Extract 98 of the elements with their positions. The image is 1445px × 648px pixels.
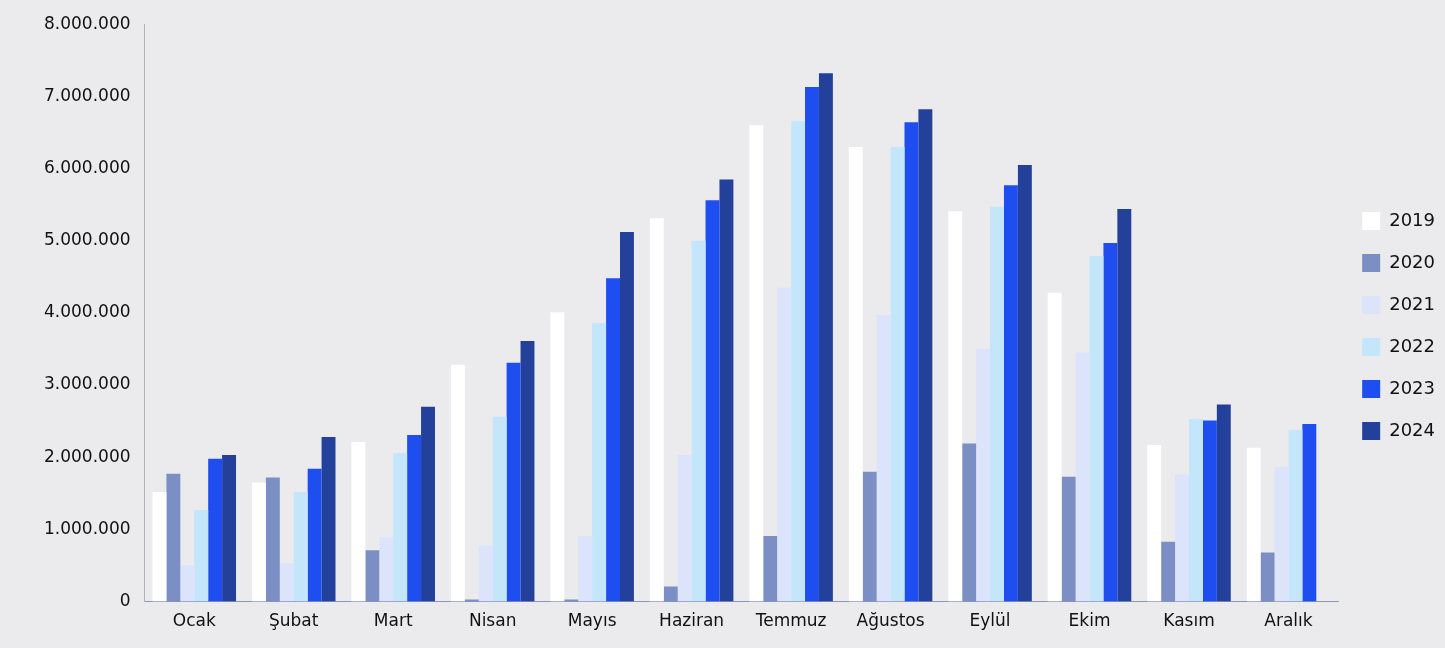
bar: [1188, 419, 1203, 602]
bar: [918, 109, 933, 602]
bar: [805, 86, 819, 602]
bar: [279, 563, 294, 602]
bar: [166, 473, 181, 602]
bar: [691, 240, 706, 602]
bar: [321, 437, 336, 602]
bar: [876, 315, 891, 602]
legend-label: 2022: [1389, 334, 1435, 356]
bar: [1202, 420, 1217, 602]
bar: [351, 442, 366, 602]
bar: [1260, 552, 1275, 602]
bar: [1075, 352, 1090, 602]
bar: [450, 364, 465, 602]
bar: [1288, 429, 1303, 602]
bar: [990, 206, 1004, 602]
bar: [705, 200, 720, 602]
bar: [818, 73, 833, 602]
bar: [152, 491, 167, 602]
x-tick-label: Ağustos: [856, 610, 925, 631]
y-tick-label: 0: [119, 590, 131, 611]
x-tick-label: Şubat: [269, 610, 319, 631]
x-tick-label: Eylül: [969, 610, 1011, 631]
bar: [976, 348, 991, 602]
legend-label: 2023: [1389, 376, 1435, 398]
bar: [791, 120, 806, 602]
y-tick-label: 2.000.000: [43, 445, 131, 466]
bar: [962, 443, 977, 602]
bar: [1216, 404, 1231, 602]
bar: [365, 550, 380, 602]
bar: [1302, 424, 1317, 602]
bar: [862, 471, 877, 602]
bar: [649, 218, 664, 602]
bar: [1017, 164, 1032, 602]
bar: [1246, 447, 1261, 602]
bar: [478, 545, 493, 602]
bar: [194, 509, 209, 602]
bar: [208, 458, 223, 602]
y-tick-label: 7.000.000: [43, 84, 131, 105]
bar: [663, 586, 678, 602]
legend-label: 2019: [1389, 208, 1435, 230]
bar: [393, 452, 408, 602]
x-tick-label: Mart: [373, 610, 413, 631]
legend-label: 2021: [1389, 292, 1435, 314]
bar: [307, 468, 322, 602]
bar: [777, 287, 792, 602]
x-tick-label: Kasım: [1163, 610, 1215, 631]
bar: [421, 406, 435, 602]
bar: [265, 477, 280, 602]
bar: [222, 455, 237, 602]
bar: [606, 278, 620, 602]
bar: [719, 179, 734, 602]
x-tick-label: Aralık: [1264, 610, 1313, 631]
x-tick-label: Ocak: [172, 610, 216, 631]
bar: [379, 537, 394, 602]
bar: [407, 434, 422, 602]
bar: [578, 535, 593, 602]
bar: [1117, 208, 1132, 602]
x-tick-label: Temmuz: [754, 610, 827, 631]
bar: [763, 535, 778, 602]
bar: [1161, 541, 1176, 602]
legend-label: 2024: [1389, 418, 1435, 440]
bar: [492, 416, 507, 602]
y-tick-label: 1.000.000: [43, 517, 131, 538]
bar: [251, 482, 266, 602]
bar: [506, 362, 521, 602]
bar: [749, 125, 764, 602]
bar: [620, 232, 634, 602]
bar: [1175, 474, 1189, 602]
bar: [564, 599, 579, 602]
bar: [1003, 185, 1018, 602]
bar: [1103, 242, 1118, 602]
y-tick-label: 8.000.000: [43, 12, 131, 33]
bar: [1274, 466, 1289, 602]
bar: [1147, 444, 1162, 602]
bar: [550, 312, 565, 602]
bar: [464, 599, 479, 602]
x-tick-label: Haziran: [659, 610, 725, 631]
bar: [948, 211, 963, 602]
x-tick-label: Ekim: [1068, 610, 1111, 631]
bar: [677, 455, 692, 602]
bar: [1061, 476, 1076, 602]
y-tick-label: 3.000.000: [43, 373, 131, 394]
y-tick-label: 5.000.000: [43, 229, 131, 250]
y-tick-label: 6.000.000: [43, 156, 131, 177]
bar: [180, 565, 195, 602]
bar: [293, 491, 308, 602]
bar: [520, 341, 535, 602]
legend-label: 2020: [1389, 250, 1435, 272]
bar: [1089, 255, 1104, 602]
bar: [592, 323, 607, 602]
x-tick-label: Mayıs: [567, 610, 617, 631]
bar: [1047, 292, 1062, 602]
bar: [890, 146, 905, 602]
y-tick-label: 4.000.000: [43, 301, 131, 322]
x-tick-label: Nisan: [468, 610, 517, 631]
bar: [848, 146, 863, 602]
bar: [904, 122, 919, 602]
